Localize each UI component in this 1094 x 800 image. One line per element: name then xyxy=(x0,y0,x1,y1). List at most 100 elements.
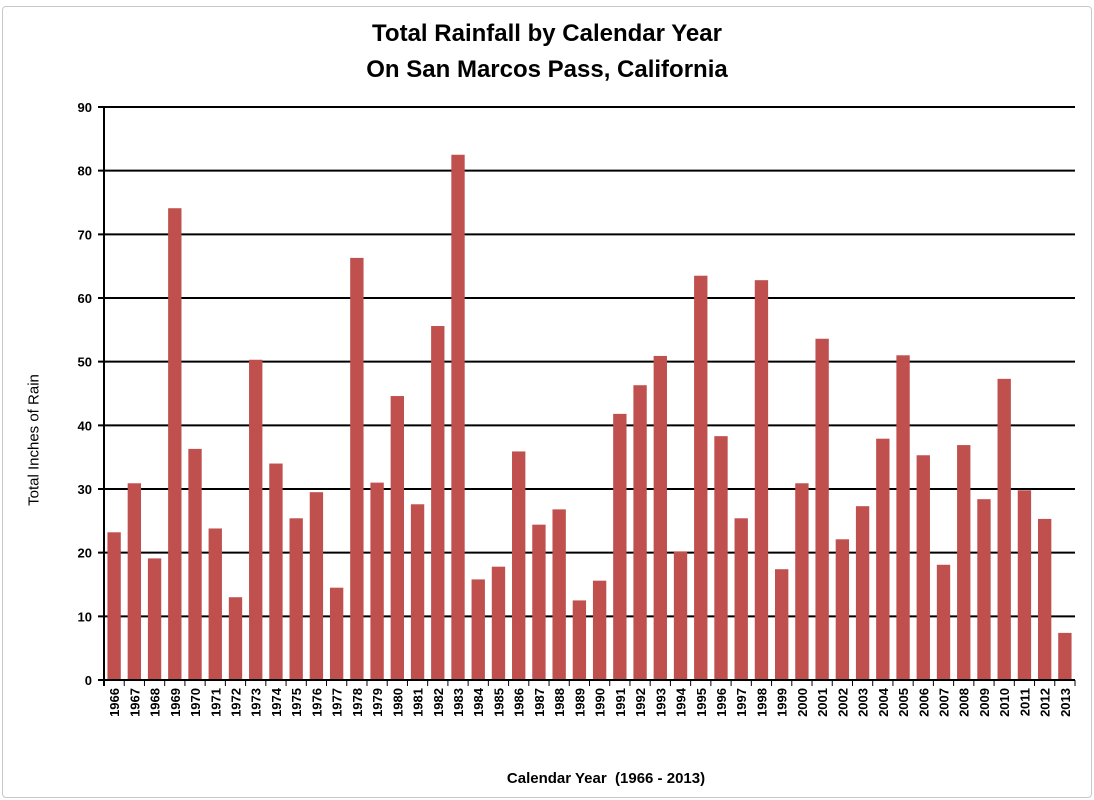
bar xyxy=(249,359,263,680)
x-tick-label: 2006 xyxy=(916,688,931,717)
bar xyxy=(775,569,789,680)
x-tick-label: 1970 xyxy=(188,688,203,717)
x-tick-label: 1973 xyxy=(249,688,264,717)
bar xyxy=(916,455,930,680)
x-tick-label: 1993 xyxy=(653,688,668,717)
x-tick-label: 1969 xyxy=(168,688,183,717)
bar xyxy=(350,257,364,680)
bar xyxy=(1037,518,1052,680)
bar xyxy=(127,483,142,680)
bar xyxy=(957,445,971,680)
x-tick-label: 1992 xyxy=(633,688,648,717)
bar xyxy=(876,438,890,680)
bar xyxy=(471,579,485,680)
y-tick-label: 30 xyxy=(78,482,92,497)
bar xyxy=(835,539,850,680)
bar xyxy=(532,524,546,680)
x-tick-label: 2009 xyxy=(977,688,992,717)
bar xyxy=(633,385,647,680)
x-tick-label: 1989 xyxy=(572,688,587,717)
bar xyxy=(107,532,121,680)
x-tick-label: 1983 xyxy=(451,688,466,717)
y-tick-label: 80 xyxy=(78,164,92,179)
bar xyxy=(451,154,465,680)
y-tick-label: 70 xyxy=(78,227,92,242)
bar xyxy=(552,509,566,680)
chart-frame xyxy=(2,6,1092,798)
y-tick-label: 60 xyxy=(78,291,92,306)
x-tick-label: 2005 xyxy=(896,688,911,717)
bar xyxy=(309,492,324,680)
bar xyxy=(795,483,809,680)
x-tick-label: 1971 xyxy=(208,688,223,717)
bar xyxy=(754,280,769,680)
bar xyxy=(936,564,951,680)
bar xyxy=(1058,632,1072,680)
chart-subtitle: On San Marcos Pass, California xyxy=(366,56,728,83)
bar xyxy=(431,326,445,680)
x-tick-label: 1972 xyxy=(228,688,243,717)
bar xyxy=(410,504,425,680)
bar xyxy=(390,396,404,680)
bar xyxy=(208,528,222,680)
y-axis-label: Total Inches of Rain xyxy=(25,374,43,506)
bar xyxy=(188,448,202,680)
bar xyxy=(269,463,283,680)
x-tick-label: 1990 xyxy=(593,688,608,717)
y-tick-label: 10 xyxy=(78,609,92,624)
x-tick-label: 2001 xyxy=(815,688,830,717)
bar xyxy=(228,597,243,680)
bar xyxy=(289,518,303,680)
x-tick-label: 2007 xyxy=(937,688,952,717)
x-tick-label: 2012 xyxy=(1038,688,1053,717)
bar xyxy=(572,600,587,680)
y-tick-label: 90 xyxy=(78,100,92,115)
bar xyxy=(592,580,607,680)
x-tick-label: 1988 xyxy=(552,688,567,717)
x-tick-label: 1986 xyxy=(512,688,527,717)
x-axis-label: Calendar Year (1966 - 2013) xyxy=(506,770,706,787)
chart-title: Total Rainfall by Calendar Year xyxy=(372,20,722,47)
x-tick-label: 1984 xyxy=(471,687,486,717)
bar xyxy=(977,499,991,680)
x-tick-label: 2002 xyxy=(835,688,850,717)
bar xyxy=(491,566,506,680)
bar xyxy=(168,208,182,681)
x-tick-label: 1991 xyxy=(613,688,628,717)
x-tick-label: 1974 xyxy=(269,687,284,717)
x-tick-label: 1967 xyxy=(127,688,142,717)
x-tick-label: 2013 xyxy=(1058,688,1073,717)
x-tick-label: 1999 xyxy=(775,688,790,717)
x-tick-label: 1976 xyxy=(309,688,324,717)
x-tick-label: 1994 xyxy=(674,687,689,717)
x-tick-label: 1979 xyxy=(370,688,385,717)
bar xyxy=(673,551,688,680)
bar xyxy=(653,355,667,680)
bar xyxy=(714,436,728,680)
x-tick-label: 1985 xyxy=(491,688,506,717)
x-tick-label: 1981 xyxy=(411,688,426,717)
x-tick-label: 1996 xyxy=(714,688,729,717)
y-tick-label: 50 xyxy=(78,355,92,370)
bar xyxy=(613,413,627,680)
x-tick-label: 2004 xyxy=(876,687,891,717)
bar xyxy=(147,558,162,680)
bar xyxy=(997,378,1011,680)
bar xyxy=(896,355,910,680)
bar xyxy=(512,451,526,680)
bar xyxy=(734,518,748,680)
bar xyxy=(815,338,829,680)
x-tick-label: 1966 xyxy=(107,688,122,717)
bar xyxy=(329,587,344,680)
x-tick-label: 2008 xyxy=(957,688,972,717)
x-tick-label: 2011 xyxy=(1017,688,1032,716)
x-tick-label: 2000 xyxy=(795,688,810,717)
bar xyxy=(370,482,384,680)
x-tick-label: 1998 xyxy=(754,688,769,717)
x-tick-label: 2010 xyxy=(997,688,1012,717)
x-tick-label: 2003 xyxy=(856,688,871,717)
x-tick-label: 1987 xyxy=(532,688,547,717)
x-tick-label: 1968 xyxy=(148,688,163,717)
bar xyxy=(855,506,870,680)
